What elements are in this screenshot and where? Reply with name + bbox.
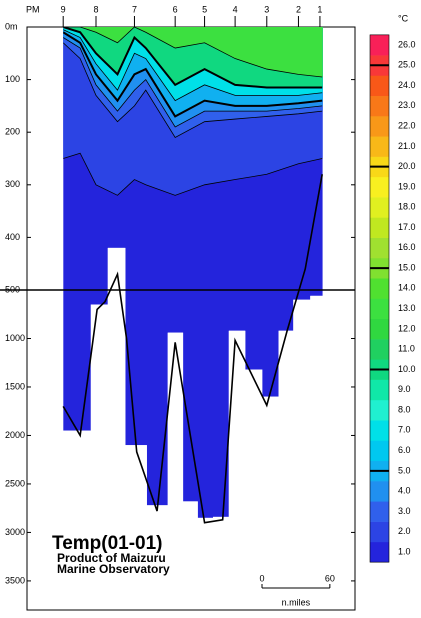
scale-label: n.miles — [282, 597, 311, 607]
colorbar-swatch — [370, 217, 389, 238]
colorbar-label: 21.0 — [398, 141, 416, 151]
station-label: 4 — [233, 4, 238, 14]
colorbar-label: 17.0 — [398, 222, 416, 232]
colorbar-swatch — [370, 298, 389, 320]
isotherm-line — [63, 27, 323, 89]
isotherm-fill — [63, 27, 323, 77]
isotherm-line — [63, 29, 323, 102]
y-tick-label: 200 — [5, 127, 20, 137]
section-fill — [63, 27, 323, 518]
y-tick-label: 1500 — [5, 381, 25, 391]
colorbar-label: 25.0 — [398, 60, 416, 70]
station-label: 2 — [296, 4, 301, 14]
y-tick-label: 100 — [5, 74, 20, 84]
colorbar-swatch — [370, 237, 389, 259]
station-label: 9 — [61, 4, 66, 14]
colorbar-label: 2.0 — [398, 526, 411, 536]
colorbar-label: 6.0 — [398, 445, 411, 455]
y-tick-label: 2000 — [5, 430, 25, 440]
y-tick-label: 3500 — [5, 575, 25, 585]
colorbar-label: 13.0 — [398, 303, 416, 313]
colorbar-label: 4.0 — [398, 486, 411, 496]
colorbar-swatch — [370, 440, 389, 462]
isotherm-line — [63, 27, 323, 78]
colorbar-label: 16.0 — [398, 242, 416, 252]
y-tick-label: 2500 — [5, 478, 25, 488]
colorbar-swatch — [370, 278, 389, 299]
colorbar-swatch — [370, 339, 389, 360]
chart-title: Temp(01-01) — [52, 533, 163, 554]
isotherm-line — [63, 37, 323, 128]
colorbar-label: 12.0 — [398, 323, 416, 333]
colorbar-label: 19.0 — [398, 181, 416, 191]
colorbar-label: 8.0 — [398, 404, 411, 414]
colorbar-label: 14.0 — [398, 283, 416, 293]
station-label: 1 — [317, 4, 322, 14]
subtitle: Marine Observatory — [57, 562, 170, 576]
y-tick-label: 0m — [5, 21, 18, 31]
colorbar-swatch — [370, 34, 389, 56]
colorbar-label: 23.0 — [398, 100, 416, 110]
colorbar-swatch — [370, 318, 389, 340]
station-label: 5 — [202, 4, 207, 14]
colorbar-label: 24.0 — [398, 80, 416, 90]
y-tick-label: 1000 — [5, 333, 25, 343]
colorbar-swatch — [370, 481, 389, 502]
colorbar-swatch — [370, 399, 389, 421]
station-label: 3 — [264, 4, 269, 14]
station-label: 8 — [93, 4, 98, 14]
y-tick-label: 400 — [5, 232, 20, 242]
colorbar-swatch — [370, 95, 389, 117]
scale-tick-label: 0 — [259, 573, 264, 583]
colorbar-label: 18.0 — [398, 202, 416, 212]
colorbar-swatch — [370, 136, 389, 157]
isotherm-line — [63, 31, 323, 118]
bottom-profile — [62, 174, 323, 524]
colorbar-swatch — [370, 420, 389, 441]
colorbar-unit: °C — [398, 13, 409, 23]
y-tick-label: 500 — [5, 284, 20, 294]
colorbar-swatch — [370, 541, 389, 563]
colorbar-label: 26.0 — [398, 39, 416, 49]
colorbar-swatch — [370, 521, 389, 543]
colorbar-swatch — [370, 115, 389, 137]
colorbar-label: 15.0 — [398, 262, 416, 272]
colorbar-label: 10.0 — [398, 364, 416, 374]
colorbar-label: 1.0 — [398, 546, 411, 556]
scale-tick-label: 60 — [325, 573, 335, 583]
y-tick-label: 300 — [5, 179, 20, 189]
colorbar-label: 11.0 — [398, 344, 415, 354]
time-label: PM — [26, 4, 40, 14]
colorbar-swatch — [370, 501, 389, 522]
colorbar-label: 9.0 — [398, 384, 411, 394]
colorbar-swatch — [370, 197, 389, 218]
colorbar-label: 5.0 — [398, 465, 411, 475]
colorbar-swatch — [370, 176, 389, 198]
subtitle: Product of Maizuru — [57, 551, 166, 565]
colorbar-swatch — [370, 379, 389, 401]
station-label: 6 — [173, 4, 178, 14]
isotherm-line — [63, 152, 323, 196]
colorbar-label: 20.0 — [398, 161, 416, 171]
station-label: 7 — [132, 4, 137, 14]
colorbar-label: 22.0 — [398, 120, 416, 130]
colorbar-swatch — [370, 75, 389, 96]
colorbar-label: 3.0 — [398, 506, 411, 516]
colorbar-frame — [369, 34, 390, 563]
y-tick-label: 3000 — [5, 527, 25, 537]
isotherm-line — [63, 42, 323, 138]
colorbar-label: 7.0 — [398, 425, 411, 435]
